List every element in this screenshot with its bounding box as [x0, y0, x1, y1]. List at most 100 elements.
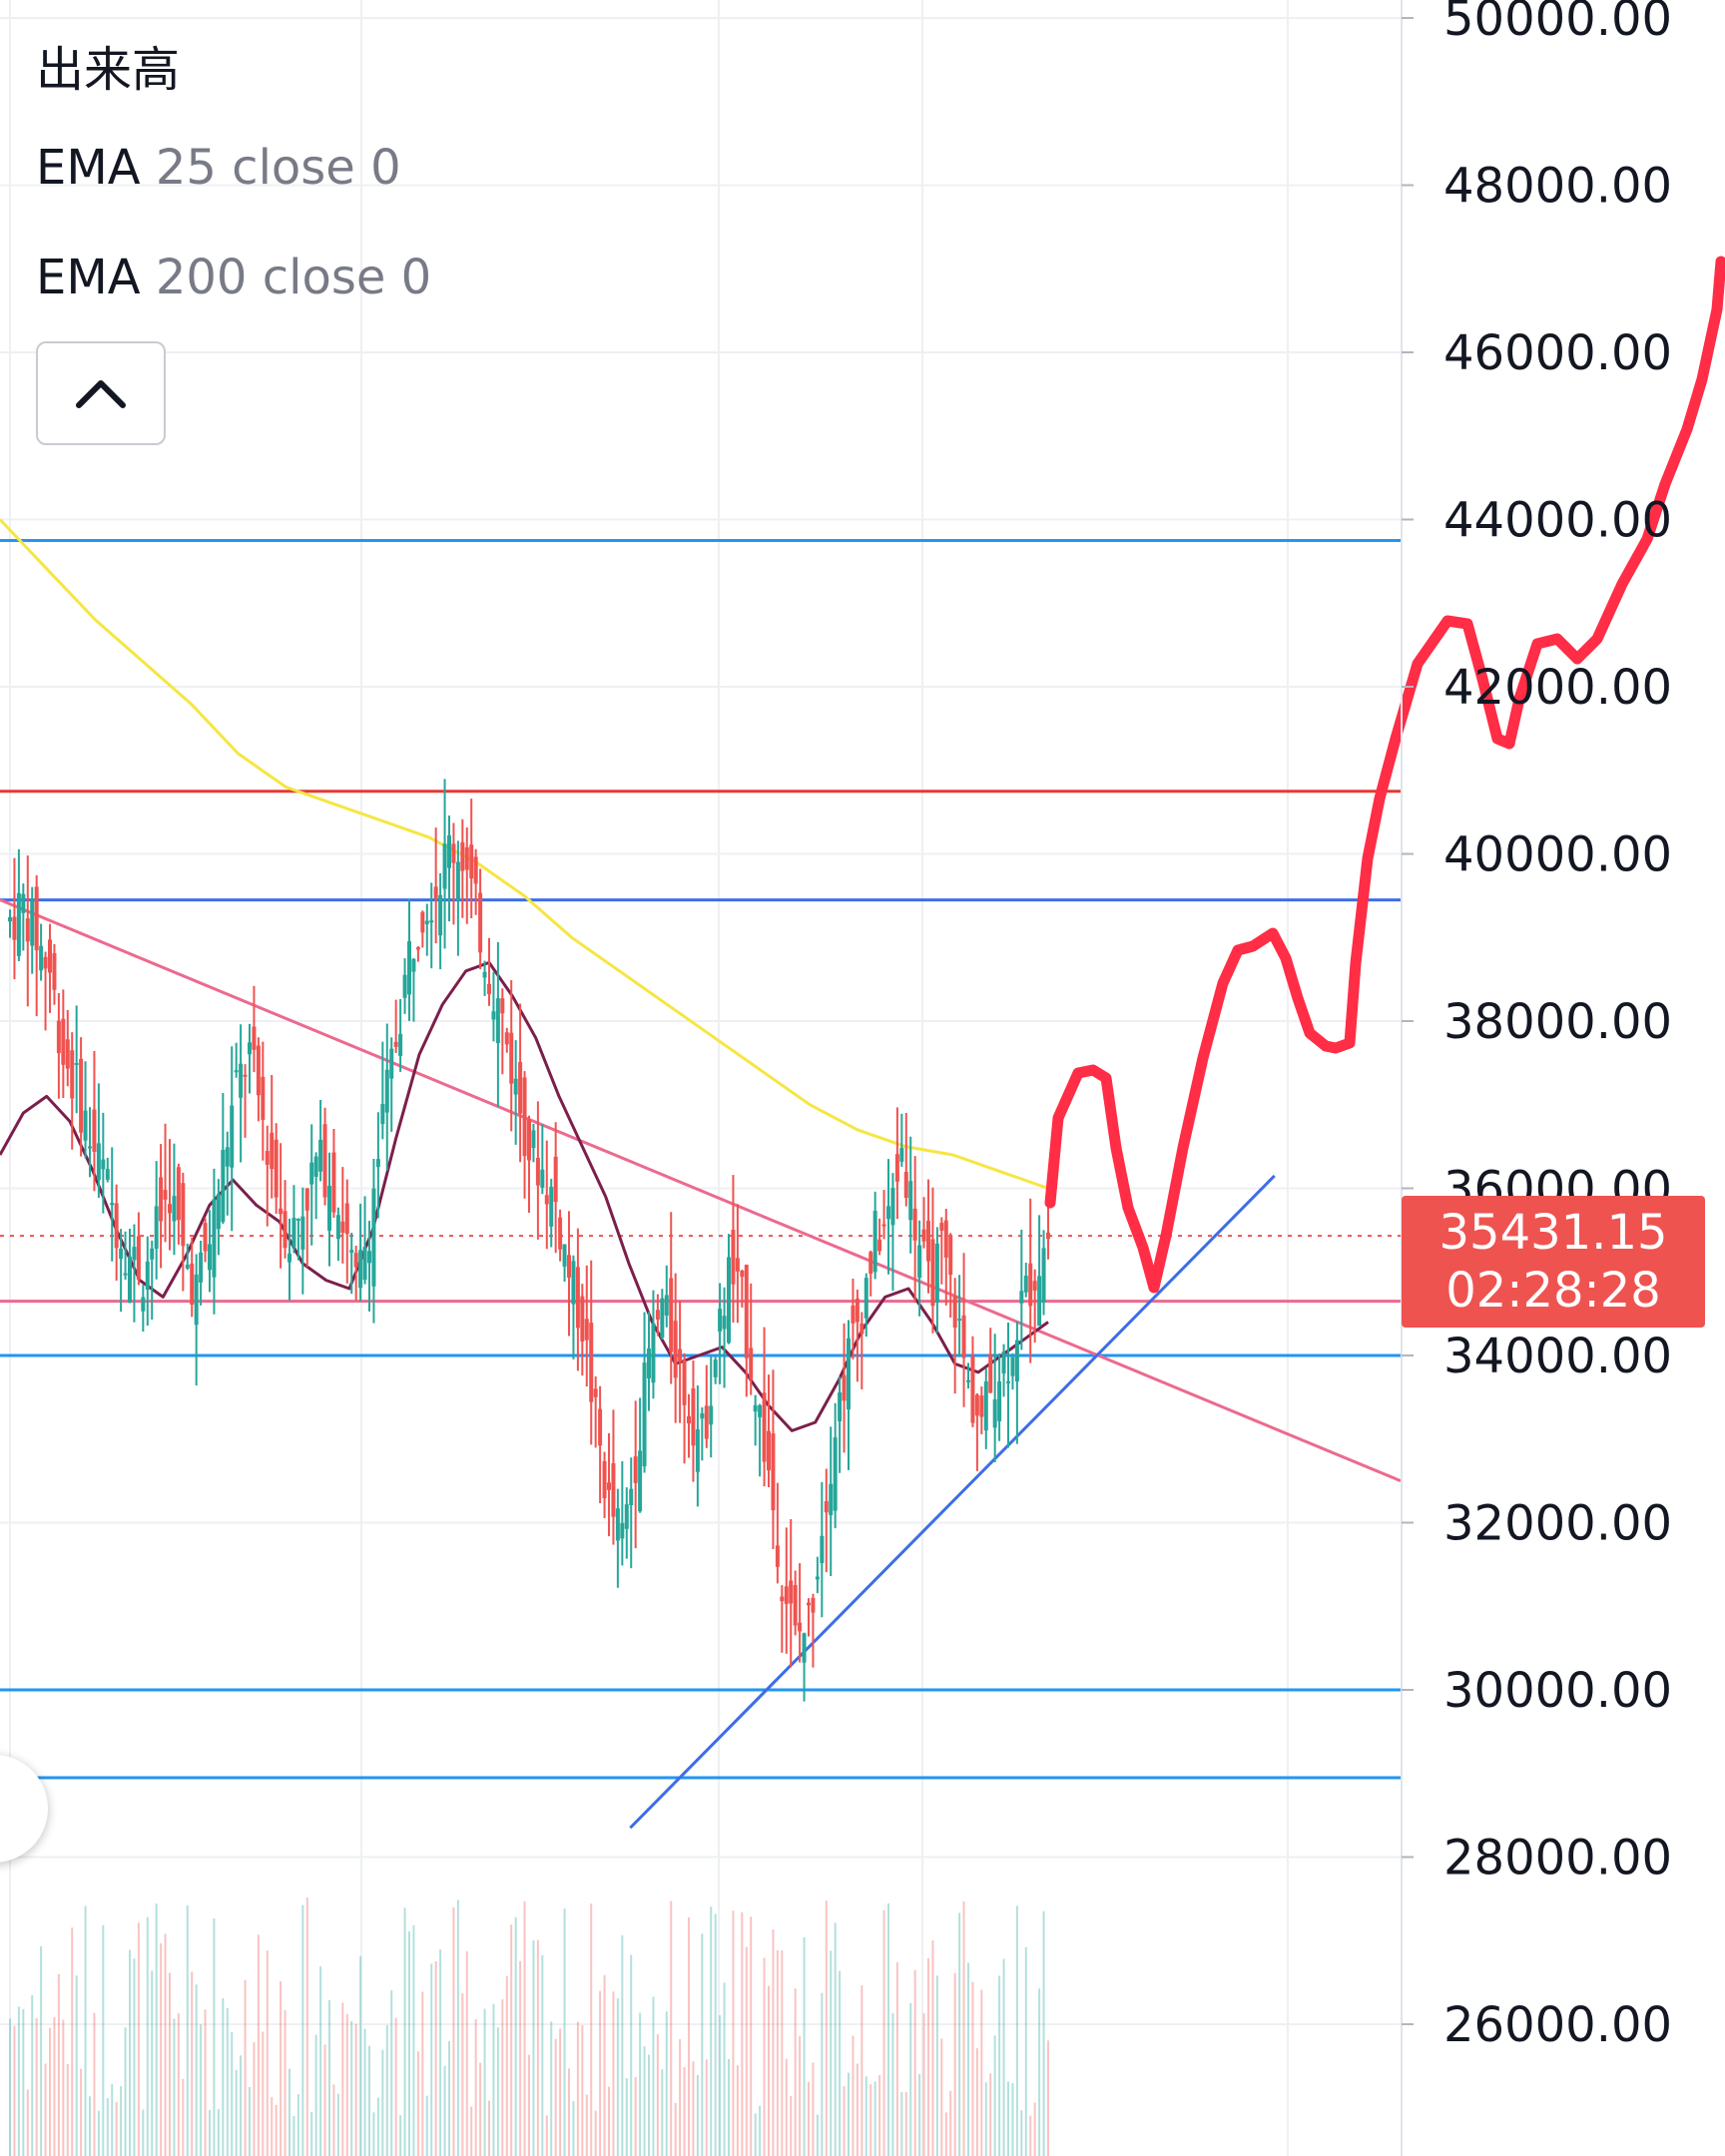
- candle-body: [300, 1216, 305, 1250]
- candle-body: [119, 1248, 124, 1260]
- candle-body: [239, 1063, 244, 1098]
- volume-bar: [425, 2095, 428, 2156]
- volume-bar: [57, 1973, 60, 2156]
- volume-bar: [692, 2061, 695, 2156]
- volume-bar: [394, 2017, 397, 2156]
- candle-body: [877, 1239, 882, 1252]
- price-axis[interactable]: 50000.00 48000.00 46000.00 44000.00 42000.00…: [1401, 0, 1672, 2156]
- volume-bar: [235, 2069, 238, 2156]
- candle-body: [335, 1215, 340, 1240]
- candle-body: [974, 1394, 979, 1416]
- candle-body: [500, 998, 505, 1014]
- volume-bar: [244, 1979, 247, 2156]
- candle-body: [176, 1167, 181, 1221]
- candle-body: [682, 1359, 687, 1405]
- candle-body: [687, 1416, 691, 1424]
- candle-body: [407, 940, 411, 995]
- candle-body: [105, 1169, 110, 1180]
- volume-bar: [953, 1972, 956, 2156]
- volume-bar: [408, 1930, 410, 2156]
- candle-body: [660, 1298, 665, 1339]
- volume-bar: [102, 1924, 105, 2156]
- volume-bar: [222, 1997, 225, 2156]
- candle-body: [930, 1239, 935, 1307]
- volume-bar: [665, 2011, 668, 2156]
- volume-bar: [772, 1929, 775, 2156]
- candle-body: [199, 1252, 204, 1283]
- candle-body: [584, 1319, 589, 1341]
- volume-bar: [781, 1949, 784, 2156]
- candle-body: [83, 1110, 88, 1141]
- volume-bar: [470, 2106, 473, 2156]
- volume-bar: [922, 2013, 925, 2156]
- candle-body: [415, 947, 420, 950]
- volume-bar: [741, 1911, 744, 2156]
- candle-body: [886, 1206, 890, 1220]
- volume-bar: [80, 2068, 83, 2156]
- volume-bar: [852, 2035, 855, 2156]
- price-tick-label: 28000.00: [1443, 1831, 1672, 1886]
- candle-body: [855, 1298, 860, 1323]
- candle-body: [966, 1379, 970, 1382]
- legend-volume: 出来高: [36, 30, 180, 100]
- candle-body: [495, 998, 500, 1044]
- collapse-legend-button[interactable]: [36, 341, 166, 445]
- legend-ema-25[interactable]: EMA 25 close 0: [36, 140, 401, 196]
- volume-bar: [799, 2035, 802, 2156]
- candle-body: [997, 1381, 1002, 1421]
- candle-body: [261, 1076, 266, 1120]
- candle-body: [230, 1105, 235, 1168]
- candle-body: [903, 1172, 908, 1199]
- candle-body: [638, 1450, 643, 1512]
- volume-bar: [891, 2012, 894, 2156]
- legend-ema-200[interactable]: EMA 200 close 0: [36, 250, 431, 305]
- price-tick-label: 32000.00: [1443, 1496, 1672, 1552]
- candle-body: [327, 1186, 331, 1231]
- volume-bar: [563, 1908, 566, 2156]
- candle-body: [295, 1218, 300, 1221]
- candle-body: [744, 1265, 749, 1358]
- volume-bar: [559, 2028, 562, 2156]
- candle-body: [731, 1230, 736, 1285]
- candle-body: [771, 1433, 776, 1511]
- volume-bar: [648, 2054, 650, 2156]
- candle-body: [807, 1602, 811, 1606]
- volume-bar: [177, 2013, 180, 2156]
- volume-bar: [66, 2063, 69, 2156]
- candle-body: [1046, 1232, 1050, 1240]
- legend-ema200-params: 200 close 0: [155, 250, 432, 305]
- volume-bar: [710, 1906, 713, 2156]
- volume-bar: [927, 1957, 929, 2156]
- candle-body: [522, 1077, 527, 1157]
- volume-bar: [1020, 2110, 1023, 2156]
- volume-bar: [9, 2018, 11, 2156]
- volume-bar: [129, 1949, 131, 2156]
- volume-bar: [993, 2035, 996, 2156]
- volume-bar: [745, 1946, 748, 2156]
- candle-body: [611, 1462, 616, 1517]
- candle-body: [79, 1058, 84, 1133]
- candle-body: [136, 1236, 141, 1281]
- candle-body: [265, 1151, 270, 1165]
- price-tick-label: 38000.00: [1443, 994, 1672, 1050]
- volume-bar: [949, 2090, 952, 2156]
- candle-body: [52, 952, 57, 990]
- volume-bar: [776, 1950, 779, 2156]
- candle-body: [513, 1078, 518, 1095]
- candle-body: [478, 892, 483, 953]
- candle-body: [96, 1143, 101, 1181]
- volume-bar: [873, 2081, 876, 2156]
- candle-body: [934, 1243, 939, 1303]
- candle-body: [252, 1026, 257, 1050]
- candle-body: [114, 1203, 119, 1249]
- candle-body: [527, 1119, 531, 1161]
- volume-bar: [519, 1960, 522, 2156]
- volume-bar: [895, 1962, 898, 2156]
- volume-bar: [576, 2021, 579, 2156]
- volume-bar: [830, 1950, 833, 2156]
- candle-body: [216, 1194, 221, 1230]
- candle-body: [793, 1585, 798, 1626]
- candle-body: [340, 1221, 345, 1233]
- candle-body: [1037, 1276, 1042, 1327]
